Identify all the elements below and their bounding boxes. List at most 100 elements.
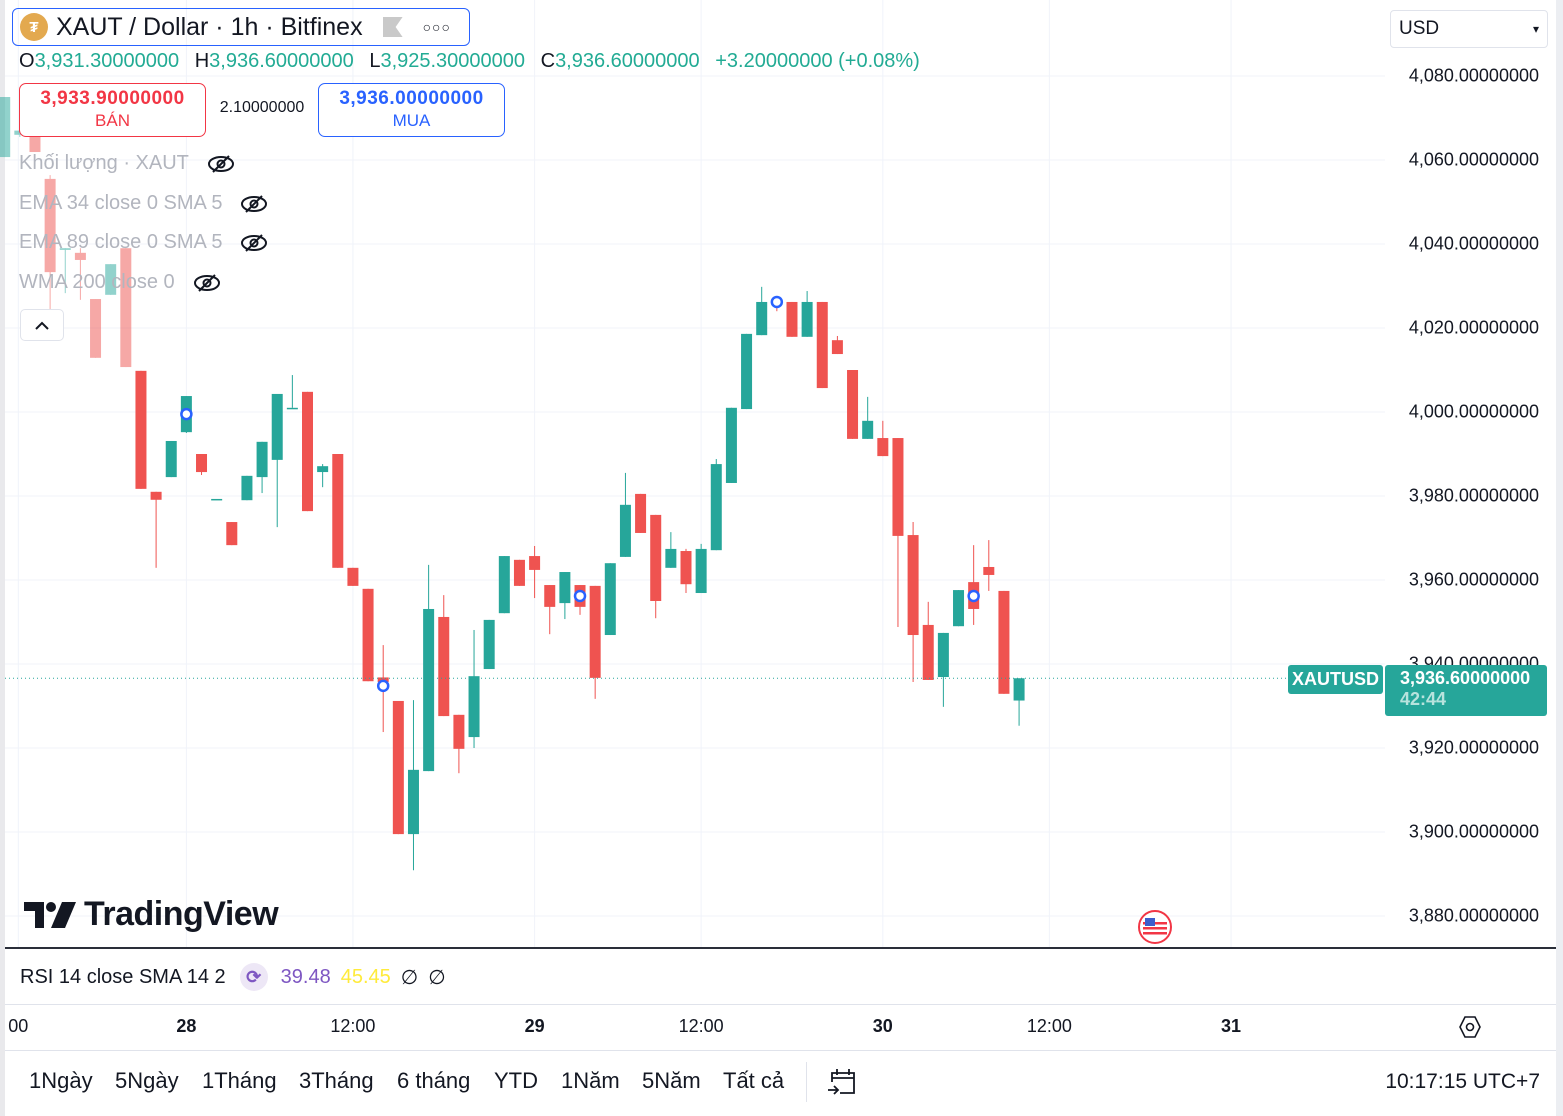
range-button[interactable]: 6 tháng bbox=[397, 1068, 471, 1093]
go-to-date-icon[interactable] bbox=[826, 1066, 860, 1100]
legend-ema34[interactable]: EMA 34 close 0 SMA 5 bbox=[19, 192, 268, 215]
candle-body bbox=[286, 407, 298, 410]
candle-body bbox=[256, 441, 268, 478]
pane-separator[interactable] bbox=[5, 947, 1556, 949]
time-tick-label: 12:00 bbox=[678, 1016, 724, 1036]
candle bbox=[286, 375, 298, 410]
candle-body bbox=[438, 616, 450, 717]
candlestick-chart[interactable] bbox=[0, 0, 1385, 947]
high-label: H bbox=[194, 50, 210, 72]
candle bbox=[256, 441, 268, 494]
candle bbox=[604, 563, 616, 636]
candle-body bbox=[347, 567, 359, 586]
window-edge-left bbox=[0, 0, 5, 1116]
window-edge-right bbox=[1556, 0, 1563, 1116]
bar-countdown: 42:44 bbox=[1400, 689, 1447, 709]
range-button[interactable]: 1Năm bbox=[561, 1068, 620, 1093]
range-button[interactable]: 5Năm bbox=[642, 1068, 701, 1093]
candle bbox=[29, 134, 41, 153]
time-tick-label: 12:00 bbox=[1026, 1016, 1072, 1036]
candle bbox=[423, 564, 435, 772]
candle bbox=[650, 514, 662, 619]
candle-body bbox=[862, 420, 874, 439]
candle bbox=[362, 588, 374, 682]
candle-body bbox=[831, 340, 843, 355]
candle-body bbox=[135, 370, 147, 489]
eye-off-icon[interactable] bbox=[207, 154, 235, 174]
range-button[interactable]: 1Tháng bbox=[202, 1068, 277, 1093]
candle bbox=[877, 420, 889, 457]
price-tick-label: 4,060.00000000 bbox=[1408, 149, 1539, 170]
candle-body bbox=[635, 493, 647, 533]
range-button[interactable]: 1Ngày bbox=[29, 1068, 93, 1093]
candle-body bbox=[680, 551, 692, 585]
sell-label: BÁN bbox=[95, 111, 130, 130]
tradingview-logo-icon bbox=[24, 901, 76, 928]
candle bbox=[665, 532, 677, 568]
candle-body bbox=[453, 714, 465, 749]
range-button[interactable]: Tất cả bbox=[723, 1068, 785, 1093]
eye-off-icon[interactable] bbox=[193, 273, 221, 293]
range-button[interactable]: 3Tháng bbox=[299, 1068, 374, 1093]
candle-body bbox=[604, 563, 616, 636]
settings-icon[interactable] bbox=[1458, 1015, 1482, 1039]
candle-body bbox=[317, 466, 329, 473]
eye-off-icon[interactable] bbox=[240, 233, 268, 253]
us-flag-icon[interactable] bbox=[1138, 910, 1172, 944]
candle-body bbox=[407, 769, 419, 835]
chevron-up-icon bbox=[35, 321, 49, 330]
candle bbox=[983, 540, 995, 591]
candle-body bbox=[90, 299, 102, 358]
candle-body bbox=[423, 608, 435, 772]
eye-off-icon[interactable] bbox=[240, 194, 268, 214]
candle bbox=[347, 567, 359, 586]
chevron-down-icon: ▾ bbox=[1532, 22, 1539, 36]
refresh-icon[interactable]: ⟳ bbox=[239, 963, 268, 991]
range-button[interactable]: YTD bbox=[494, 1068, 538, 1093]
time-tick-label: 31 bbox=[1221, 1016, 1242, 1036]
candle-body bbox=[725, 407, 737, 483]
buy-button[interactable]: 3,936.00000000 MUA bbox=[318, 83, 505, 137]
last-price-label: 3,936.60000000 42:44 bbox=[1385, 665, 1547, 716]
candle bbox=[74, 248, 86, 300]
clock-timezone[interactable]: 10:17:15 UTC+7 bbox=[1385, 1070, 1540, 1093]
rsi-ma-value: 45.45 bbox=[340, 965, 391, 988]
sell-button[interactable]: 3,933.90000000 BÁN bbox=[19, 83, 206, 137]
candle-body bbox=[756, 301, 768, 336]
candle-body bbox=[120, 248, 132, 368]
candle bbox=[786, 301, 798, 337]
candle-body bbox=[937, 632, 949, 678]
candle bbox=[332, 454, 344, 568]
tradingview-logo[interactable]: TradingView bbox=[24, 895, 279, 934]
candle bbox=[862, 396, 874, 439]
candle-body bbox=[589, 585, 601, 678]
candle bbox=[135, 370, 147, 489]
candle bbox=[317, 464, 329, 488]
candle bbox=[392, 700, 404, 835]
price-tick-label: 3,980.00000000 bbox=[1408, 485, 1539, 506]
candle bbox=[998, 590, 1010, 694]
candle bbox=[438, 595, 450, 717]
candle bbox=[241, 475, 253, 501]
candle-body bbox=[105, 264, 117, 295]
range-button[interactable]: 5Ngày bbox=[115, 1068, 179, 1093]
candle-body bbox=[468, 676, 480, 738]
currency-select[interactable]: USD ▾ bbox=[1390, 10, 1548, 48]
event-marker bbox=[180, 407, 193, 421]
candle bbox=[226, 522, 238, 546]
candle bbox=[453, 714, 465, 774]
collapse-legend-button[interactable] bbox=[20, 309, 64, 341]
price-tick-label: 3,880.00000000 bbox=[1408, 905, 1539, 926]
legend-ema89[interactable]: EMA 89 close 0 SMA 5 bbox=[19, 231, 268, 254]
open-value: 3,931.30000000 bbox=[34, 50, 180, 72]
candle-body bbox=[196, 454, 208, 473]
legend-volume[interactable]: Khối lượng · XAUT bbox=[19, 152, 235, 175]
flag-icon[interactable] bbox=[382, 17, 403, 37]
price-axis[interactable]: 4,080.00000000 4,060.00000000 4,040.000000… bbox=[1385, 0, 1556, 948]
more-options-icon[interactable]: ○○○ bbox=[422, 19, 451, 35]
currency-value: USD bbox=[1399, 18, 1440, 39]
legend-wma200[interactable]: WMA 200 close 0 bbox=[19, 271, 221, 294]
candle-body bbox=[226, 522, 238, 546]
symbol-title-button[interactable]: ₮ XAUT / Dollar · 1h · Bitfinex ○○○ bbox=[12, 8, 470, 46]
tether-gold-logo: ₮ bbox=[20, 13, 48, 41]
